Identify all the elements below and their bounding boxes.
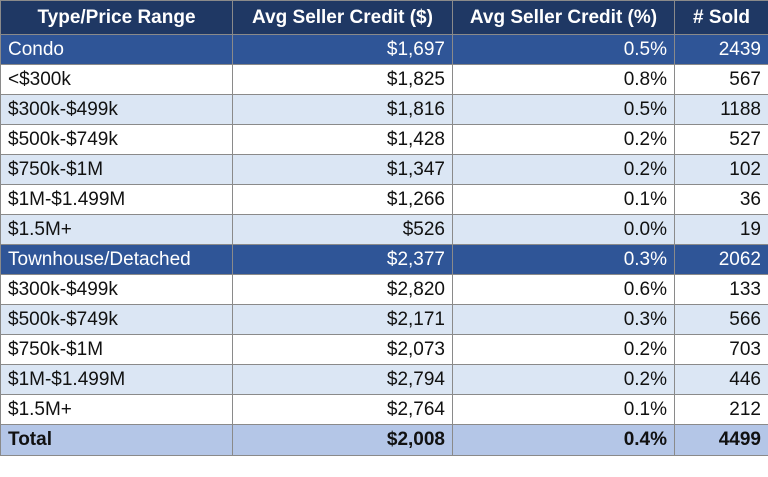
type-price-range-cell: $1M-$1.499M (0, 184, 233, 215)
avg-credit-dollars-cell: $1,266 (232, 184, 453, 215)
type-price-range-cell: <$300k (0, 64, 233, 95)
number-sold-cell: 102 (674, 154, 768, 185)
type-price-range-cell: Condo (0, 34, 233, 65)
avg-credit-dollars-cell: $526 (232, 214, 453, 245)
number-sold-cell: 527 (674, 124, 768, 155)
number-sold-cell: 567 (674, 64, 768, 95)
avg-credit-percent-cell: 0.4% (452, 424, 675, 456)
table-row: <$300k $1,825 0.8% 567 (0, 64, 768, 95)
group-row: Townhouse/Detached $2,377 0.3% 2062 (0, 244, 768, 275)
type-price-range-cell: Townhouse/Detached (0, 244, 233, 275)
table-row: $750k-$1M $1,347 0.2% 102 (0, 154, 768, 185)
group-row: Condo $1,697 0.5% 2439 (0, 34, 768, 65)
table-row: $750k-$1M $2,073 0.2% 703 (0, 334, 768, 365)
number-sold-cell: 19 (674, 214, 768, 245)
header-row: Type/Price Range Avg Seller Credit ($) A… (0, 0, 768, 35)
avg-credit-dollars-cell: $2,377 (232, 244, 453, 275)
number-sold-cell: 1188 (674, 94, 768, 125)
avg-credit-dollars-cell: $2,008 (232, 424, 453, 456)
table-body: Condo $1,697 0.5% 2439 <$300k $1,825 0.8% 567 $3… (0, 34, 768, 456)
avg-credit-dollars-cell: $2,171 (232, 304, 453, 335)
table-row: $500k-$749k $2,171 0.3% 566 (0, 304, 768, 335)
avg-credit-percent-cell: 0.5% (452, 34, 675, 65)
avg-credit-percent-cell: 0.3% (452, 304, 675, 335)
number-sold-cell: 2439 (674, 34, 768, 65)
number-sold-cell: 212 (674, 394, 768, 425)
avg-credit-dollars-cell: $2,764 (232, 394, 453, 425)
type-price-range-cell: $500k-$749k (0, 304, 233, 335)
table-row: $300k-$499k $1,816 0.5% 1188 (0, 94, 768, 125)
avg-credit-percent-cell: 0.8% (452, 64, 675, 95)
type-price-range-cell: $300k-$499k (0, 274, 233, 305)
type-price-range-cell: Total (0, 424, 233, 456)
header-avg-seller-credit-dollars: Avg Seller Credit ($) (232, 0, 453, 35)
table-row: $300k-$499k $2,820 0.6% 133 (0, 274, 768, 305)
avg-credit-dollars-cell: $1,825 (232, 64, 453, 95)
avg-credit-dollars-cell: $1,428 (232, 124, 453, 155)
avg-credit-percent-cell: 0.6% (452, 274, 675, 305)
avg-credit-dollars-cell: $1,816 (232, 94, 453, 125)
number-sold-cell: 36 (674, 184, 768, 215)
table-row: $1.5M+ $526 0.0% 19 (0, 214, 768, 245)
table-row: $500k-$749k $1,428 0.2% 527 (0, 124, 768, 155)
avg-credit-dollars-cell: $2,073 (232, 334, 453, 365)
header-type-price-range: Type/Price Range (0, 0, 233, 35)
avg-credit-percent-cell: 0.1% (452, 394, 675, 425)
table-row: $1M-$1.499M $2,794 0.2% 446 (0, 364, 768, 395)
type-price-range-cell: $500k-$749k (0, 124, 233, 155)
type-price-range-cell: $1.5M+ (0, 394, 233, 425)
total-row: Total $2,008 0.4% 4499 (0, 424, 768, 456)
avg-credit-dollars-cell: $1,697 (232, 34, 453, 65)
number-sold-cell: 446 (674, 364, 768, 395)
avg-credit-percent-cell: 0.3% (452, 244, 675, 275)
number-sold-cell: 703 (674, 334, 768, 365)
avg-credit-percent-cell: 0.2% (452, 334, 675, 365)
header-number-sold: # Sold (674, 0, 768, 35)
avg-credit-percent-cell: 0.2% (452, 364, 675, 395)
avg-credit-percent-cell: 0.2% (452, 124, 675, 155)
avg-credit-dollars-cell: $1,347 (232, 154, 453, 185)
type-price-range-cell: $750k-$1M (0, 154, 233, 185)
avg-credit-percent-cell: 0.2% (452, 154, 675, 185)
avg-credit-percent-cell: 0.1% (452, 184, 675, 215)
avg-credit-dollars-cell: $2,820 (232, 274, 453, 305)
table-row: $1M-$1.499M $1,266 0.1% 36 (0, 184, 768, 215)
table-row: $1.5M+ $2,764 0.1% 212 (0, 394, 768, 425)
avg-credit-percent-cell: 0.0% (452, 214, 675, 245)
seller-credit-table: Type/Price Range Avg Seller Credit ($) A… (0, 0, 768, 456)
number-sold-cell: 133 (674, 274, 768, 305)
avg-credit-percent-cell: 0.5% (452, 94, 675, 125)
type-price-range-cell: $1M-$1.499M (0, 364, 233, 395)
number-sold-cell: 2062 (674, 244, 768, 275)
number-sold-cell: 566 (674, 304, 768, 335)
type-price-range-cell: $750k-$1M (0, 334, 233, 365)
number-sold-cell: 4499 (674, 424, 768, 456)
header-avg-seller-credit-percent: Avg Seller Credit (%) (452, 0, 675, 35)
avg-credit-dollars-cell: $2,794 (232, 364, 453, 395)
type-price-range-cell: $300k-$499k (0, 94, 233, 125)
type-price-range-cell: $1.5M+ (0, 214, 233, 245)
